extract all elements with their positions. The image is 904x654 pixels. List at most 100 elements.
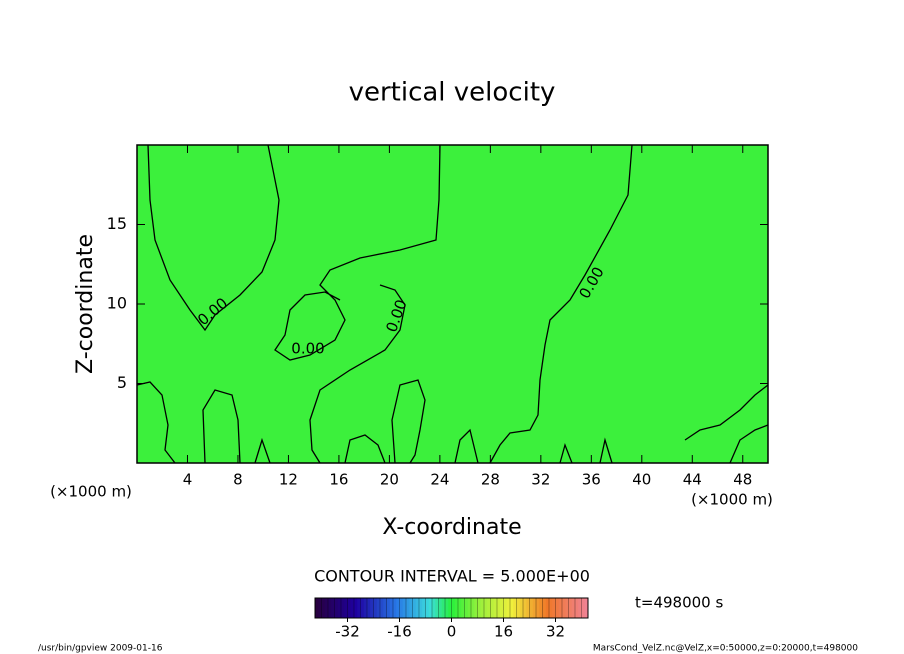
- colorbar-cell: [402, 598, 407, 618]
- contour-interval: CONTOUR INTERVAL = 5.000E+00: [314, 567, 590, 586]
- chart-title: vertical velocity: [349, 78, 556, 108]
- colorbar-cell: [581, 598, 586, 618]
- colorbar-cell: [523, 598, 527, 618]
- time-label: t=498000 s: [635, 594, 723, 612]
- footer-left: /usr/bin/gpview 2009-01-16: [38, 644, 163, 654]
- colorbar-cell: [490, 598, 495, 618]
- y-axis-label: Z-coordinate: [73, 234, 98, 374]
- colorbar-cell: [487, 598, 491, 618]
- colorbar-cell: [344, 598, 348, 618]
- x-tick-label: 32: [531, 471, 550, 489]
- colorbar-cell: [419, 598, 423, 618]
- colorbar-cell: [451, 598, 456, 618]
- colorbar-cell: [519, 598, 524, 618]
- footer-right: MarsCond_VelZ.nc@VelZ,x=0:50000,z=0:2000…: [593, 644, 858, 654]
- colorbar-cell: [454, 598, 459, 618]
- colorbar-cell: [334, 598, 339, 618]
- colorbar-cell: [383, 598, 387, 618]
- x-tick-label: 36: [582, 471, 601, 489]
- contour-line: [147, 144, 280, 332]
- colorbar-tick-label: -32: [335, 623, 360, 641]
- colorbar-cell: [526, 598, 530, 618]
- x-tick-label: 24: [430, 471, 449, 489]
- y-tick-label: 15: [107, 214, 127, 233]
- x-tick-label: 40: [632, 471, 651, 489]
- colorbar-cell: [467, 598, 472, 618]
- colorbar-cell: [347, 598, 352, 618]
- colorbar-cell: [422, 598, 426, 618]
- colorbar-cell: [399, 598, 404, 618]
- colorbar-cell: [396, 598, 400, 618]
- contour-line: [489, 144, 633, 464]
- colorbar-cell: [373, 598, 378, 618]
- colorbar-cell: [445, 598, 449, 618]
- colorbar-cell: [363, 598, 368, 618]
- colorbar-cell: [568, 598, 573, 618]
- colorbar-cell: [529, 598, 534, 618]
- colorbar-cell: [324, 598, 329, 618]
- x-unit: (×1000 m): [691, 491, 773, 509]
- colorbar-cell: [341, 598, 345, 618]
- x-tick-label: 4: [183, 471, 193, 489]
- colorbar-cell: [516, 598, 521, 618]
- colorbar-cell: [435, 598, 439, 618]
- colorbar-cell: [409, 598, 413, 618]
- colorbar-tick-label: 32: [546, 623, 565, 641]
- colorbar-cell: [438, 598, 443, 618]
- colorbar-cell: [513, 598, 517, 618]
- colorbar-cell: [493, 598, 498, 618]
- colorbar-cell: [441, 598, 446, 618]
- colorbar-tick-label: 16: [494, 623, 513, 641]
- colorbar-tick-label: -16: [387, 623, 412, 641]
- colorbar-cell: [406, 598, 410, 618]
- colorbar-cell: [555, 598, 560, 618]
- colorbar: -32 -16 0 16 32: [314, 597, 589, 641]
- colorbar-cell: [337, 598, 342, 618]
- colorbar-cell: [354, 598, 358, 618]
- colorbar-cell: [575, 598, 579, 618]
- colorbar-cell: [367, 598, 371, 618]
- colorbar-cell: [484, 598, 488, 618]
- colorbar-cell: [389, 598, 394, 618]
- colorbar-cell: [584, 598, 589, 618]
- y-tick-label: 5: [117, 373, 127, 392]
- y-tick-label: 10: [107, 294, 127, 313]
- colorbar-cell: [552, 598, 556, 618]
- colorbar-cell: [565, 598, 569, 618]
- colorbar-cell: [425, 598, 430, 618]
- colorbar-cell: [474, 598, 478, 618]
- colorbar-cell: [506, 598, 511, 618]
- colorbar-cell: [415, 598, 420, 618]
- colorbar-cell: [376, 598, 381, 618]
- colorbar-cell: [357, 598, 361, 618]
- colorbar-cell: [458, 598, 462, 618]
- colorbar-cell: [571, 598, 576, 618]
- colorbar-cell: [350, 598, 355, 618]
- colorbar-cell: [380, 598, 384, 618]
- colorbar-cell: [318, 598, 322, 618]
- contour-line: [274, 144, 441, 464]
- x-tick-label: 44: [683, 471, 702, 489]
- colorbar-cell: [412, 598, 417, 618]
- colorbar-cell: [428, 598, 433, 618]
- colorbar-cell: [331, 598, 335, 618]
- x-axis-label: X-coordinate: [382, 515, 521, 540]
- x-tick-label: 16: [329, 471, 348, 489]
- colorbar-cell: [536, 598, 540, 618]
- colorbar-cell: [393, 598, 397, 618]
- colorbar-cell: [315, 598, 319, 618]
- colorbar-cell: [471, 598, 475, 618]
- colorbar-cell: [545, 598, 550, 618]
- contours: [136, 144, 769, 464]
- x-tick-label: 12: [279, 471, 298, 489]
- colorbar-cell: [448, 598, 452, 618]
- x-tick-label: 28: [481, 471, 500, 489]
- colorbar-cell: [360, 598, 365, 618]
- colorbar-cell: [432, 598, 436, 618]
- colorbar-cell: [370, 598, 374, 618]
- colorbar-cell: [549, 598, 553, 618]
- x-tick-label: 48: [733, 471, 752, 489]
- plot-field: [137, 145, 768, 463]
- contour-label: 0.00: [291, 340, 324, 358]
